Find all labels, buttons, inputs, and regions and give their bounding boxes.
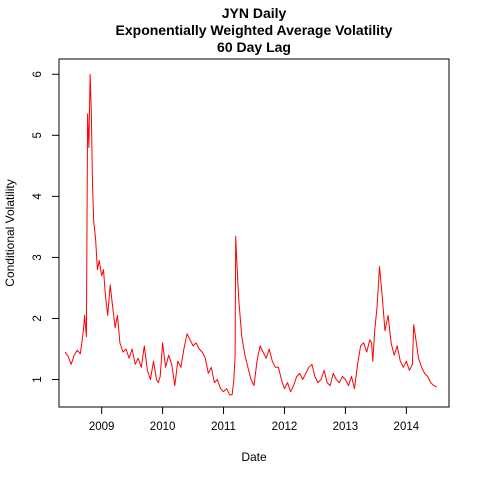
x-tick-label: 2010 [150, 421, 176, 433]
y-tick-label: 3 [32, 254, 44, 260]
y-tick-label: 2 [32, 315, 44, 321]
chart-title-line-3: 60 Day Lag [217, 39, 291, 55]
x-tick-label: 2012 [272, 421, 298, 433]
volatility-series-line [64, 73, 437, 396]
x-axis-label: Date [241, 450, 267, 464]
x-tick-label: 2013 [333, 421, 359, 433]
y-tick-label: 6 [32, 71, 44, 77]
plot-frame [58, 58, 450, 408]
chart-title-line-2: Exponentially Weighted Average Volatilit… [116, 22, 393, 38]
x-tick-label: 2011 [211, 421, 236, 433]
series-group [64, 73, 437, 396]
x-tick-label: 2009 [89, 421, 115, 433]
y-tick-label: 4 [32, 193, 44, 200]
y-tick-label: 1 [32, 376, 44, 382]
y-tick-label: 5 [32, 132, 44, 138]
x-axis: 2009 2010 2011 2012 2013 2014 [89, 407, 420, 433]
y-axis: 1 2 3 4 5 6 [32, 71, 59, 383]
x-tick-label: 2014 [394, 421, 420, 433]
chart-title-line-1: JYN Daily [222, 5, 287, 21]
y-axis-label: Conditional Volatility [3, 179, 17, 286]
